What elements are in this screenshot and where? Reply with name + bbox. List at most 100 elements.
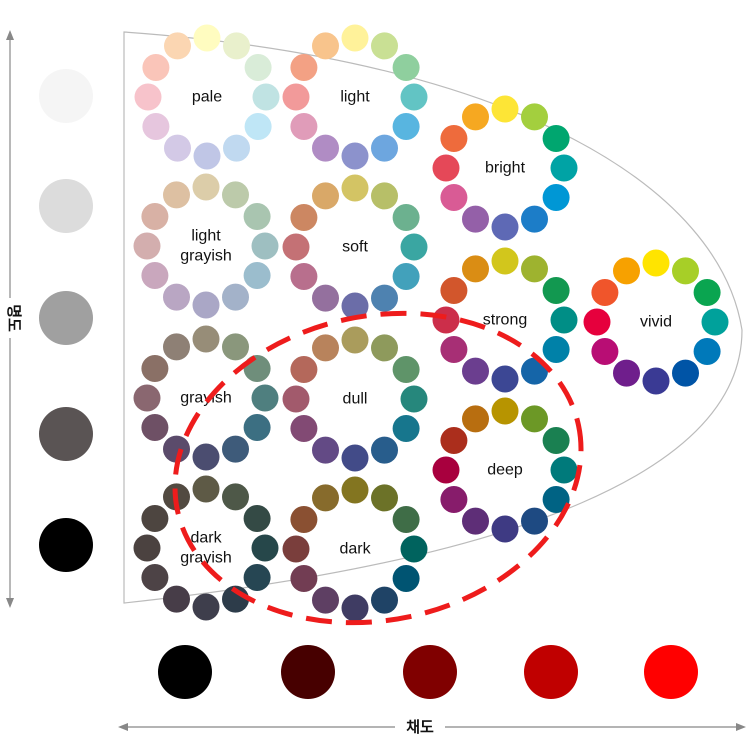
tone-swatch [613,359,640,387]
tone-swatch [491,213,519,241]
tone-swatch [133,534,161,562]
tone-wheel-deep: deep [432,397,578,543]
tone-swatch [392,113,420,140]
tone-swatch [521,205,548,233]
tone-swatch [462,507,489,535]
tone-swatch [400,83,428,111]
tone-swatch [290,356,318,383]
tone-swatch [440,486,468,513]
tone-swatch [251,232,279,260]
tone-label: bright [485,160,526,177]
tone-swatch [243,564,271,591]
tone-swatch [192,325,220,353]
tone-swatch [251,534,279,562]
tone-swatch [290,204,318,231]
tone-swatch [550,306,578,334]
tone-wheel-light-grayish: light grayish [133,173,279,319]
chroma-swatch [158,645,212,699]
tone-swatch [521,103,548,131]
tone-swatch [542,427,570,454]
tone-swatch [141,262,169,289]
tone-wheels: pale light bright light grayish soft strong viv… [133,24,729,622]
tone-swatch [341,174,369,202]
tone-swatch [244,113,272,140]
tone-swatch [163,333,190,361]
tone-swatch [133,384,161,412]
tone-swatch [491,247,519,275]
tone-swatch [432,154,460,182]
tone-swatch [282,385,310,413]
tone-swatch [440,125,468,152]
tone-wheel-dull: dull [282,326,428,472]
tone-swatch [164,134,191,162]
tone-swatch [312,284,339,312]
lightness-swatch [39,69,93,123]
tone-swatch [141,505,169,532]
highlight-dashed-ellipse [172,310,584,626]
tone-swatch [440,427,468,454]
tone-swatch [550,154,578,182]
tone-swatch [163,181,190,209]
tone-swatch [392,356,420,383]
tone-swatch [432,306,460,334]
tone-swatch [371,436,398,464]
tone-swatch [243,203,271,230]
tone-swatch [392,204,420,231]
tone-swatch [491,397,519,425]
tone-swatch [142,54,170,81]
tone-label: dark [339,541,371,558]
tone-swatch [164,32,191,60]
chroma-swatches [158,645,698,699]
chroma-swatch [524,645,578,699]
tone-swatch [371,484,398,512]
tone-swatch [312,182,339,210]
tone-swatch [223,32,250,60]
tone-swatch [491,95,519,123]
tone-wheel-soft: soft [282,174,428,320]
tone-swatch [693,338,721,365]
tone-swatch [550,456,578,484]
tone-swatch [371,134,398,162]
tone-wheel-pale: pale [134,24,280,170]
chroma-axis-label: 채도 [406,718,434,736]
tone-swatch [341,292,369,320]
tone-label: vivid [640,314,672,331]
chroma-swatch [281,645,335,699]
tone-swatch [462,357,489,385]
tone-swatch [341,476,369,504]
tone-swatch [193,24,221,52]
tone-swatch [243,414,271,441]
lightness-swatch [39,518,93,572]
tone-label: soft [342,239,368,256]
tone-swatch [432,456,460,484]
tone-swatch [521,255,548,283]
tone-swatch [392,263,420,290]
tone-swatch [371,182,398,210]
tone-label: deep [487,462,523,479]
tone-swatch [392,54,420,81]
tone-swatch [222,181,249,209]
tone-swatch [290,415,318,442]
tone-swatch [542,486,570,513]
tone-swatch [243,505,271,532]
tone-swatch [591,338,619,365]
tone-swatch [312,334,339,362]
lightness-swatches [39,69,93,572]
tone-swatch [163,283,190,311]
chroma-swatch [644,645,698,699]
chroma-swatch [403,645,457,699]
tone-swatch [341,594,369,622]
tone-swatch [192,475,220,503]
tone-swatch [222,483,249,511]
tone-swatch [142,113,170,140]
tone-swatch [491,365,519,393]
lightness-swatch [39,407,93,461]
tone-swatch [642,367,670,395]
tone-swatch [141,355,169,382]
tone-swatch [312,484,339,512]
lightness-axis-label-group: 명도 [4,298,24,338]
tone-swatch [672,359,699,387]
tone-label: light [340,89,370,106]
tone-swatch [244,54,272,81]
